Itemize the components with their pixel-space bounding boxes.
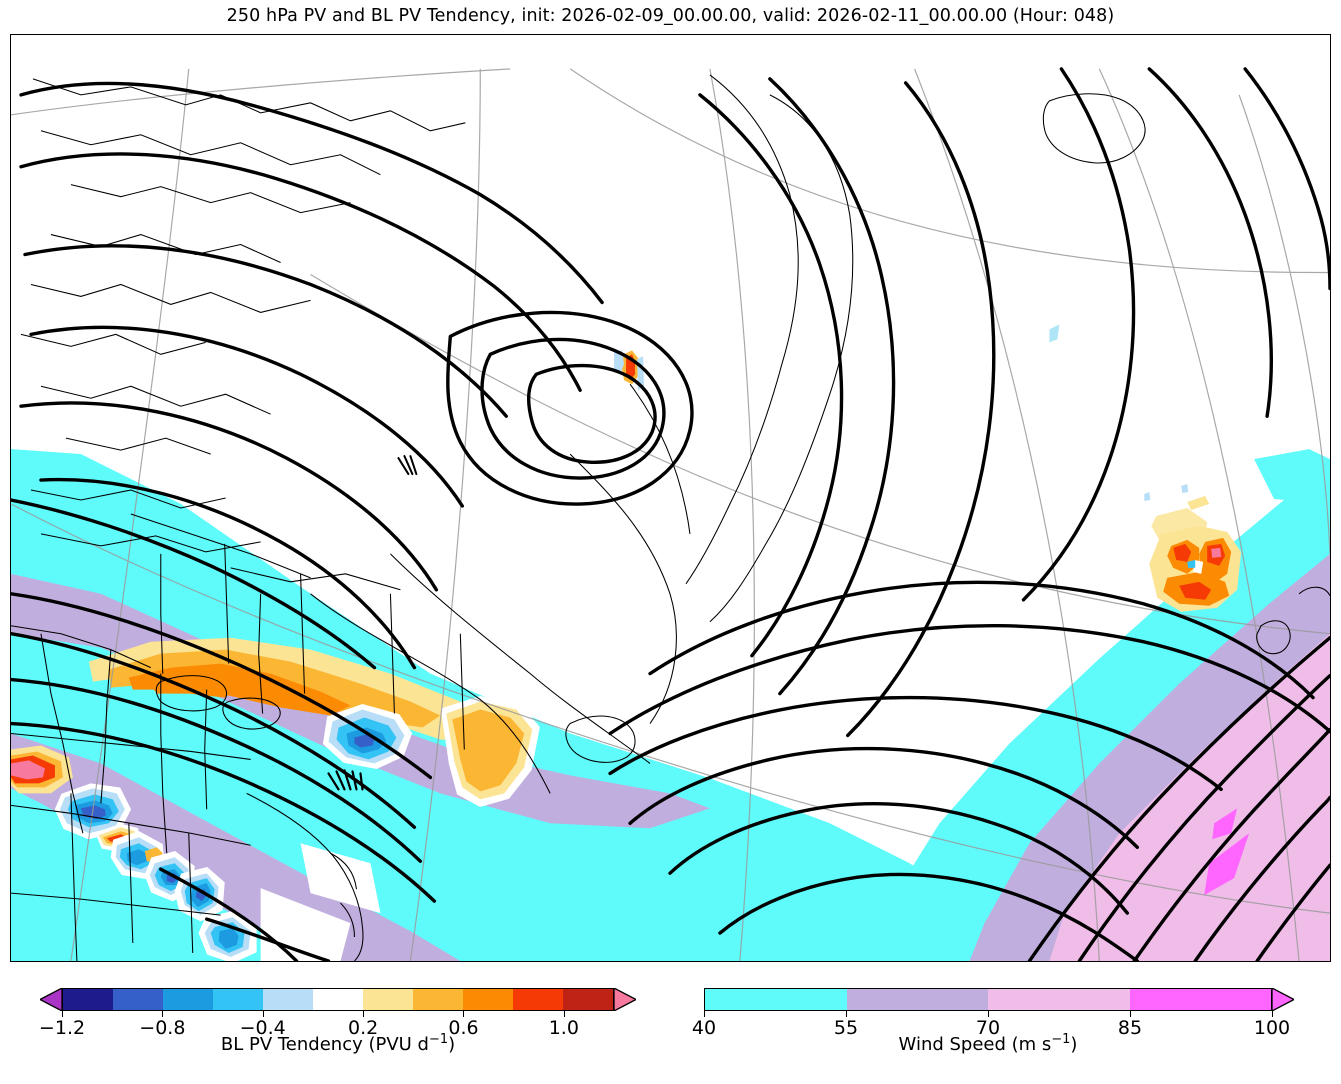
pv-label-exponent: −1 — [428, 1032, 449, 1047]
cb-seg-wind-0 — [705, 989, 847, 1010]
map-axes — [10, 34, 1331, 962]
pv-tick-label-4: 0.6 — [448, 1017, 479, 1039]
pv-tick-mark-0 — [62, 1011, 63, 1017]
pv-tick-label-1: −0.8 — [139, 1017, 186, 1039]
wind-speed-tick-row: 40 55 70 85 100 — [692, 1011, 1290, 1039]
cb-seg-pv-2 — [163, 989, 213, 1010]
map-canvas — [11, 35, 1330, 961]
wind-tick-mark-3 — [1130, 1011, 1131, 1017]
cb-seg-pv-1 — [113, 989, 163, 1010]
pv-tick-mark-1 — [162, 1011, 164, 1017]
wind-tick-label-0: 40 — [691, 1017, 717, 1039]
wind-label-exponent: −1 — [1051, 1032, 1071, 1047]
pv-tendency-colorbar-label: BL PV Tendency (PVU d−1) — [62, 1032, 614, 1055]
wind-speed-colorbar-label: Wind Speed (m s−1) — [704, 1032, 1272, 1055]
pv-tendency-shading — [11, 350, 1242, 961]
wind-tick-label-3: 85 — [1117, 1017, 1143, 1039]
wind-tick-mark-2 — [988, 1011, 989, 1017]
coastlines — [11, 74, 1330, 961]
pv-tick-label-2: −0.4 — [239, 1017, 286, 1039]
cb-seg-pv-5 — [313, 989, 363, 1010]
wind-tick-label-2: 70 — [975, 1017, 1001, 1039]
colorbar-pv-tendency: −1.2 −0.8 −0.4 0.2 0.6 1.0 BL PV Tendenc… — [39, 987, 636, 1055]
wind-speed-over-arrow-icon — [1272, 987, 1294, 1011]
pv-tick-mark-3 — [363, 1011, 365, 1017]
wind-tick-mark-1 — [846, 1011, 847, 1017]
pv-tick-mark-2 — [262, 1011, 264, 1017]
cb-seg-pv-4 — [263, 989, 313, 1010]
pv-tick-label-5: 1.0 — [548, 1017, 579, 1039]
wind-label-prefix: Wind Speed (m s — [898, 1034, 1052, 1055]
cb-seg-wind-2 — [988, 989, 1130, 1010]
pv-contours — [11, 67, 1330, 961]
wind-tick-label-4: 100 — [1253, 1017, 1291, 1039]
cb-seg-pv-7 — [413, 989, 463, 1010]
wind-label-suffix: ) — [1070, 1034, 1078, 1055]
pv-label-prefix: BL PV Tendency (PVU d — [220, 1034, 429, 1055]
pv-label-suffix: ) — [448, 1034, 456, 1055]
cb-seg-pv-0 — [63, 989, 113, 1010]
cb-seg-pv-8 — [463, 989, 513, 1010]
pv-tendency-colorbar-bar[interactable] — [40, 987, 636, 1011]
pv-tick-mark-5 — [563, 1011, 565, 1017]
cb-seg-pv-9 — [513, 989, 563, 1010]
figure-title: 250 hPa PV and BL PV Tendency, init: 202… — [226, 6, 1115, 26]
pv-tendency-over-arrow-icon — [614, 987, 636, 1011]
pv-tick-label-3: 0.2 — [348, 1017, 379, 1039]
wind-tick-label-1: 55 — [833, 1017, 859, 1039]
cb-seg-wind-1 — [846, 989, 988, 1010]
graticule — [11, 68, 1330, 961]
pv-tendency-under-arrow-icon — [40, 987, 62, 1011]
wind-tick-mark-0 — [704, 1011, 705, 1017]
wind-speed-colorbar-bar[interactable] — [704, 987, 1294, 1011]
cb-seg-pv-3 — [213, 989, 263, 1010]
cb-seg-pv-6 — [363, 989, 413, 1010]
colorbar-wind-speed: 40 55 70 85 100 Wind Speed (m s−1) — [692, 987, 1294, 1055]
pv-tick-label-0: −1.2 — [38, 1017, 86, 1039]
pv-tendency-tick-row: −1.2 −0.8 −0.4 0.2 0.6 1.0 — [39, 1011, 614, 1039]
cb-seg-wind-3 — [1129, 989, 1271, 1010]
pv-tick-mark-4 — [463, 1011, 465, 1017]
cb-seg-pv-10 — [563, 989, 613, 1010]
wind-tick-mark-4 — [1272, 1011, 1273, 1017]
